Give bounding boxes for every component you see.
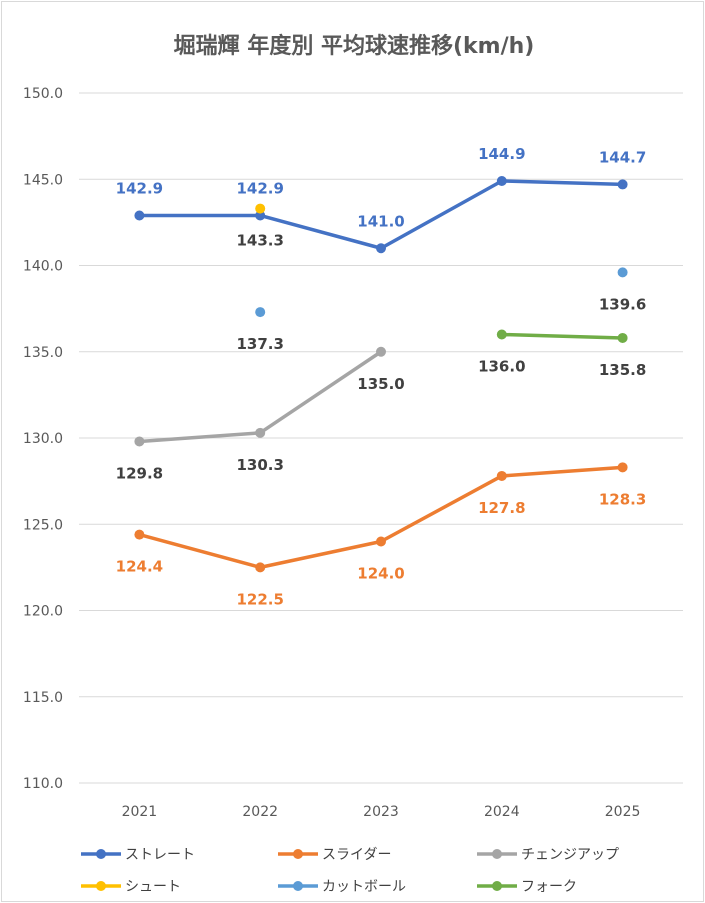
series-line-0 bbox=[500, 179, 625, 187]
x-tick-label: 2025 bbox=[605, 804, 641, 820]
data-point bbox=[255, 210, 266, 221]
data-label: 124.4 bbox=[116, 558, 163, 576]
legend-label: ストレート bbox=[125, 847, 195, 863]
series-line-2 bbox=[258, 350, 383, 435]
data-label: 128.3 bbox=[599, 490, 646, 508]
x-tick-label: 2023 bbox=[363, 804, 399, 820]
x-tick-label: 2022 bbox=[242, 804, 278, 820]
legend-swatch-marker bbox=[96, 881, 106, 891]
y-tick-label: 135.0 bbox=[23, 345, 63, 361]
legend-label: チェンジアップ bbox=[521, 847, 619, 863]
data-label: 127.8 bbox=[478, 499, 525, 517]
legend-swatch-marker bbox=[492, 849, 502, 859]
data-label: 141.0 bbox=[357, 212, 404, 230]
data-point bbox=[376, 346, 386, 357]
legend-label: カットボール bbox=[322, 879, 406, 895]
series-line-1 bbox=[500, 465, 625, 478]
x-tick-label: 2024 bbox=[484, 804, 520, 820]
y-tick-label: 115.0 bbox=[23, 690, 63, 706]
y-tick-label: 150.0 bbox=[23, 86, 63, 102]
data-point bbox=[617, 179, 628, 190]
data-label: 135.0 bbox=[357, 375, 404, 393]
data-label: 129.8 bbox=[116, 464, 163, 482]
data-point bbox=[376, 243, 386, 254]
legend-swatch-marker bbox=[492, 881, 502, 891]
y-tick-label: 125.0 bbox=[23, 517, 63, 533]
data-point bbox=[496, 329, 507, 340]
y-tick-label: 145.0 bbox=[23, 172, 63, 188]
legend-swatch-marker bbox=[96, 849, 106, 859]
data-label: 124.0 bbox=[357, 565, 404, 583]
series-line-0 bbox=[379, 179, 504, 250]
y-axis-ticks: 150.0 145.0 140.0 135.0 130.0 125.0 120.0 115.0… bbox=[23, 86, 63, 792]
series-layer bbox=[134, 175, 628, 573]
series-line-1 bbox=[258, 539, 383, 570]
data-label: 130.3 bbox=[236, 456, 283, 474]
series-line-1 bbox=[379, 474, 504, 544]
data-point bbox=[617, 267, 628, 278]
data-labels: 142.9 142.9 141.0 144.9 144.7 124.4 122.5 124.0… bbox=[116, 145, 647, 608]
data-point bbox=[496, 470, 507, 481]
data-label: 143.3 bbox=[236, 232, 283, 250]
data-label: 139.6 bbox=[599, 295, 646, 313]
x-tick-label: 2021 bbox=[122, 804, 158, 820]
series-line-2 bbox=[137, 431, 262, 444]
legend-swatch-marker bbox=[293, 881, 303, 891]
data-label: 144.9 bbox=[478, 145, 525, 163]
y-tick-label: 120.0 bbox=[23, 604, 63, 620]
series-line-5 bbox=[500, 332, 625, 340]
series-line-1 bbox=[137, 532, 262, 570]
y-tick-label: 110.0 bbox=[23, 776, 63, 792]
data-point bbox=[255, 562, 266, 573]
data-point bbox=[255, 427, 266, 438]
data-label: 142.9 bbox=[116, 179, 163, 197]
legend-label: スライダー bbox=[322, 847, 391, 863]
data-point bbox=[134, 436, 145, 447]
x-axis-ticks: 2021 2022 2023 2024 2025 bbox=[122, 804, 641, 820]
series-line-0 bbox=[258, 213, 383, 250]
data-point bbox=[134, 529, 145, 540]
data-label: 144.7 bbox=[599, 148, 646, 166]
data-label: 136.0 bbox=[478, 358, 525, 376]
legend-label: フォーク bbox=[521, 879, 577, 895]
data-point bbox=[376, 536, 386, 547]
data-point bbox=[255, 307, 266, 318]
data-label: 135.8 bbox=[599, 361, 646, 379]
chart-title: 堀瑞輝 年度別 平均球速推移(km/h) bbox=[174, 33, 535, 59]
data-point bbox=[134, 210, 145, 221]
data-point bbox=[255, 203, 266, 214]
data-point bbox=[617, 462, 628, 473]
legend-swatch-marker bbox=[293, 849, 303, 859]
data-point bbox=[496, 175, 507, 186]
legend-label: シュート bbox=[125, 879, 181, 895]
data-label: 142.9 bbox=[236, 179, 283, 197]
data-label: 122.5 bbox=[236, 590, 283, 608]
data-point bbox=[617, 332, 628, 343]
data-label: 137.3 bbox=[236, 335, 283, 353]
y-tick-label: 130.0 bbox=[23, 431, 63, 447]
y-tick-label: 140.0 bbox=[23, 259, 63, 275]
